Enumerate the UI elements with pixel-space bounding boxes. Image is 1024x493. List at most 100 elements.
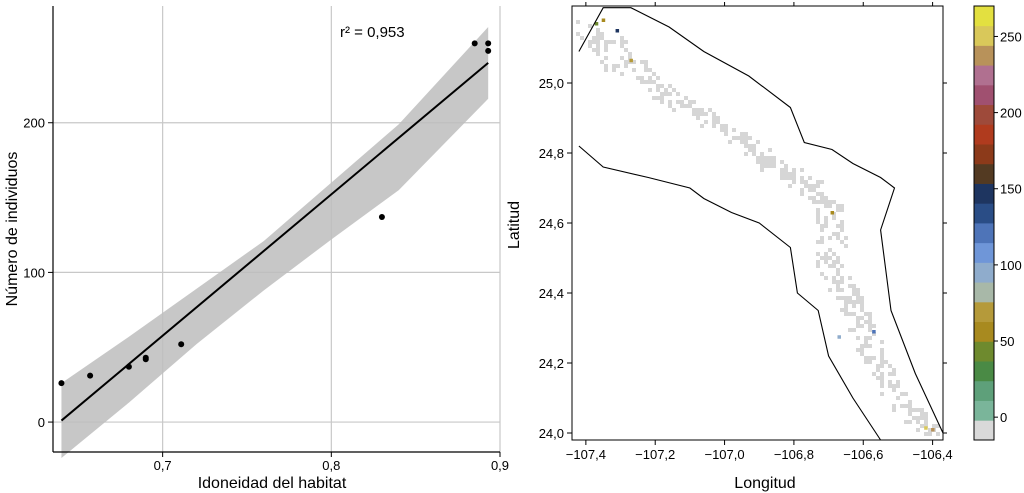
presence-cell-159 bbox=[788, 184, 792, 188]
presence-cell-281 bbox=[848, 328, 852, 332]
presence-cell-283 bbox=[860, 324, 864, 328]
presence-cell-287 bbox=[868, 336, 872, 340]
presence-cell-316 bbox=[872, 372, 876, 376]
colored-cell-3 bbox=[629, 58, 633, 63]
presence-cell-209 bbox=[836, 236, 840, 240]
presence-cell-160 bbox=[804, 180, 808, 184]
presence-cell-15 bbox=[592, 40, 596, 44]
map-x-tick-label-2: −107,0 bbox=[704, 447, 744, 462]
colored-cell-1 bbox=[601, 18, 606, 22]
presence-cell-32 bbox=[604, 64, 608, 68]
presence-cell-319 bbox=[892, 384, 896, 388]
presence-cell-161 bbox=[808, 176, 812, 180]
presence-cell-57 bbox=[640, 80, 644, 84]
colored-cell-8 bbox=[931, 428, 935, 432]
presence-cell-318 bbox=[896, 384, 900, 388]
presence-cell-45 bbox=[640, 76, 644, 80]
x-tick-label-0: 0,7 bbox=[154, 458, 172, 473]
presence-cell-201 bbox=[820, 224, 824, 228]
presence-cell-2 bbox=[596, 28, 600, 32]
presence-cell-7 bbox=[600, 32, 604, 36]
presence-cell-109 bbox=[740, 136, 744, 140]
presence-cell-299 bbox=[860, 348, 864, 352]
presence-cell-146 bbox=[784, 172, 788, 176]
map-y-axis-title: Latitud bbox=[506, 201, 523, 249]
presence-cell-70 bbox=[656, 96, 660, 100]
presence-cell-334 bbox=[908, 404, 912, 408]
presence-cell-61 bbox=[664, 92, 668, 96]
colorbar-swatch-15 bbox=[974, 124, 994, 145]
scatter-chart: 0,7 0,8 0,9 0 100 200 r² = 0,953 Idoneidad de… bbox=[4, 6, 509, 492]
presence-cell-244 bbox=[840, 288, 844, 292]
colorbar-tick-label-1: 50 bbox=[1000, 334, 1014, 349]
presence-cell-258 bbox=[852, 292, 856, 296]
map-y-tick-label-5: 25,0 bbox=[539, 76, 564, 91]
boundary-outer bbox=[578, 7, 944, 434]
presence-cell-8 bbox=[608, 40, 612, 44]
presence-cell-90 bbox=[708, 108, 712, 112]
presence-cell-177 bbox=[820, 200, 824, 204]
presence-cell-191 bbox=[816, 208, 820, 212]
colorbar-tick-label-2: 100 bbox=[1000, 258, 1022, 273]
presence-cell-77 bbox=[668, 104, 672, 108]
presence-cell-149 bbox=[788, 176, 792, 180]
presence-cell-64 bbox=[648, 88, 652, 92]
colored-cell-5 bbox=[837, 335, 841, 339]
presence-cell-119 bbox=[756, 140, 760, 144]
presence-cell-91 bbox=[696, 116, 700, 120]
presence-cell-106 bbox=[724, 132, 728, 136]
presence-cell-173 bbox=[812, 196, 816, 200]
presence-cell-240 bbox=[832, 280, 836, 284]
presence-cell-296 bbox=[864, 344, 868, 348]
map-y-tick-label-1: 24,2 bbox=[539, 356, 564, 371]
presence-cell-228 bbox=[820, 256, 824, 260]
presence-cell-217 bbox=[828, 248, 832, 252]
presence-cell-300 bbox=[880, 356, 884, 360]
presence-cell-325 bbox=[900, 392, 904, 396]
presence-cell-49 bbox=[632, 60, 636, 64]
presence-cell-30 bbox=[596, 52, 600, 56]
presence-cell-339 bbox=[908, 408, 912, 412]
presence-cell-242 bbox=[836, 288, 840, 292]
presence-cell-237 bbox=[848, 276, 852, 280]
data-point-0 bbox=[58, 380, 65, 387]
presence-cell-243 bbox=[828, 288, 832, 292]
presence-cell-143 bbox=[784, 168, 788, 172]
colorbar-swatch-21 bbox=[974, 6, 994, 27]
presence-cell-181 bbox=[836, 208, 840, 212]
presence-cell-153 bbox=[792, 176, 796, 180]
presence-cell-216 bbox=[828, 256, 832, 260]
y-tick-label-1: 100 bbox=[23, 265, 45, 280]
presence-cell-304 bbox=[864, 360, 868, 364]
presence-cell-262 bbox=[852, 304, 856, 308]
colorbar-tick-label-4: 200 bbox=[1000, 106, 1022, 121]
data-point-9 bbox=[485, 47, 492, 54]
presence-cell-141 bbox=[772, 160, 776, 164]
presence-cell-234 bbox=[832, 264, 836, 268]
presence-cell-88 bbox=[696, 108, 700, 112]
presence-cell-279 bbox=[868, 324, 872, 328]
presence-cell-269 bbox=[848, 312, 852, 316]
presence-cell-4 bbox=[596, 32, 600, 36]
presence-cell-253 bbox=[856, 300, 860, 304]
presence-cell-137 bbox=[760, 164, 764, 168]
presence-cell-245 bbox=[852, 284, 856, 288]
presence-cell-102 bbox=[724, 124, 728, 128]
presence-cell-295 bbox=[860, 352, 864, 356]
presence-cell-249 bbox=[852, 288, 856, 292]
colorbar-swatch-1 bbox=[974, 400, 994, 421]
presence-cell-132 bbox=[756, 156, 760, 160]
presence-cell-341 bbox=[920, 416, 924, 420]
presence-cell-1 bbox=[588, 24, 592, 28]
map-x-tick-label-1: −107,2 bbox=[635, 447, 675, 462]
presence-cell-268 bbox=[860, 304, 864, 308]
presence-cell-86 bbox=[704, 112, 708, 116]
presence-cell-168 bbox=[816, 184, 820, 188]
presence-cell-204 bbox=[832, 232, 836, 236]
presence-cell-121 bbox=[760, 152, 764, 156]
presence-cell-206 bbox=[844, 236, 848, 240]
presence-cell-101 bbox=[720, 124, 724, 128]
presence-cell-329 bbox=[904, 392, 908, 396]
presence-cell-152 bbox=[800, 168, 804, 172]
presence-cell-163 bbox=[816, 180, 820, 184]
